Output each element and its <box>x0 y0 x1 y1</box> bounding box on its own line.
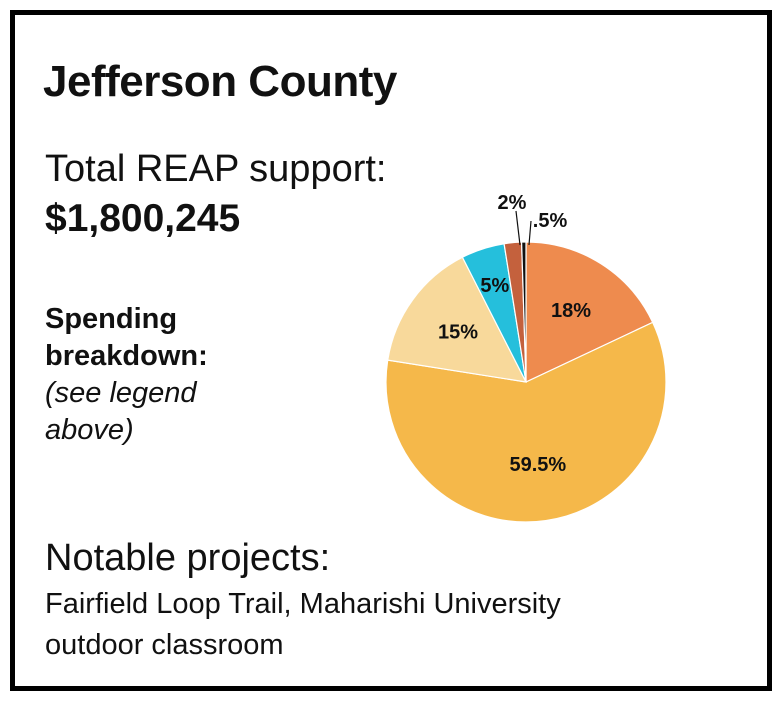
pie-slice-label: .5% <box>533 210 568 232</box>
total-support-value: $1,800,245 <box>45 197 241 240</box>
pie-chart-area: 18% 59.5% 15% 5% 2% .5% <box>15 15 767 686</box>
notable-projects-value: Fairfield Loop Trail, Maharishi Universi… <box>45 588 561 661</box>
pie-slice <box>520 241 527 383</box>
pie-slice <box>387 256 528 383</box>
pie-slice <box>385 321 667 523</box>
total-support-label: Total REAP support: <box>45 148 387 190</box>
pie-slice-label: 5% <box>480 275 509 297</box>
pie-leader-line <box>528 220 532 246</box>
spending-breakdown-note: (see legend above) <box>45 377 197 446</box>
county-card: Jefferson County Total REAP support: $1,… <box>10 10 772 691</box>
spending-pie-chart: 18% 59.5% 15% 5% 2% .5% <box>385 192 667 523</box>
pie-slice-label: 15% <box>438 322 478 344</box>
county-title: Jefferson County <box>43 57 397 106</box>
pie-slice <box>525 241 654 383</box>
notable-projects-label: Notable projects: <box>45 537 331 579</box>
pie-slice-label: 18% <box>551 300 591 322</box>
pie-slice-label: 59.5% <box>509 454 566 476</box>
pie-slice-label: 2% <box>498 192 527 214</box>
spending-breakdown-label: Spending breakdown: <box>45 303 208 372</box>
pie-leader-line <box>515 210 521 246</box>
